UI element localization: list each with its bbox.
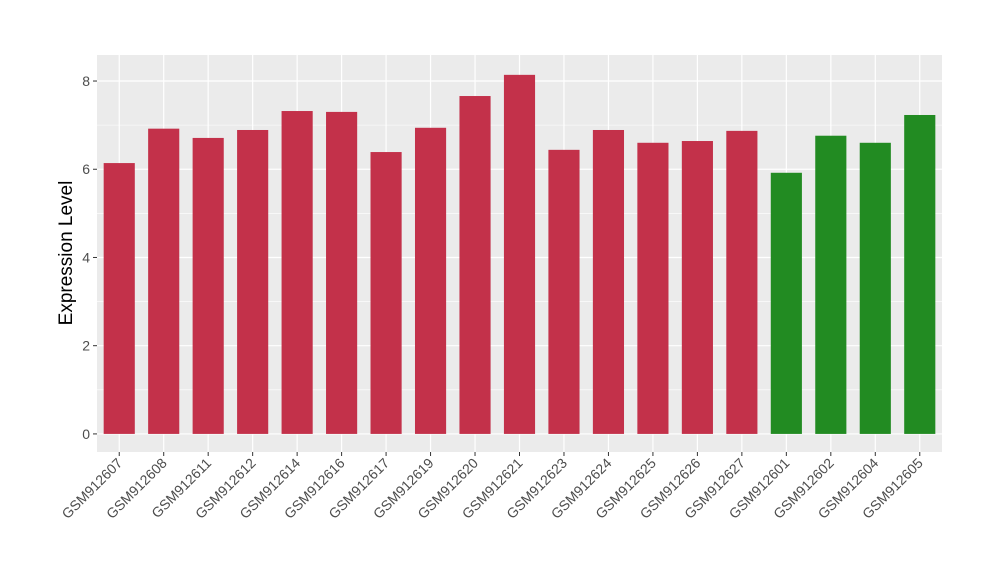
bar-GSM912623 bbox=[548, 149, 580, 434]
bar-GSM912614 bbox=[281, 111, 313, 434]
bar-GSM912605 bbox=[904, 114, 936, 434]
bar-GSM912612 bbox=[237, 129, 269, 434]
y-tick-label: 0 bbox=[82, 426, 90, 442]
bar-GSM912604 bbox=[859, 142, 891, 434]
bar-GSM912619 bbox=[414, 127, 447, 434]
bar-GSM912608 bbox=[148, 128, 180, 434]
bar-GSM912620 bbox=[459, 96, 491, 434]
bar-GSM912601 bbox=[770, 172, 802, 434]
bar-GSM912617 bbox=[370, 152, 402, 434]
bar-GSM912624 bbox=[592, 129, 625, 434]
bar-GSM912625 bbox=[637, 142, 669, 434]
y-axis-label: Expression Level bbox=[56, 181, 77, 326]
bar-GSM912627 bbox=[726, 130, 758, 434]
bar-GSM912616 bbox=[326, 111, 358, 434]
y-tick-label: 6 bbox=[82, 161, 90, 177]
bar-GSM912621 bbox=[503, 74, 536, 434]
bar-GSM912611 bbox=[192, 137, 224, 434]
y-tick-label: 8 bbox=[82, 73, 90, 89]
bar-GSM912607 bbox=[103, 163, 135, 434]
bar-GSM912626 bbox=[681, 141, 713, 434]
y-tick-label: 2 bbox=[82, 338, 90, 354]
bar-GSM912602 bbox=[815, 135, 847, 434]
y-tick-label: 4 bbox=[82, 249, 90, 265]
